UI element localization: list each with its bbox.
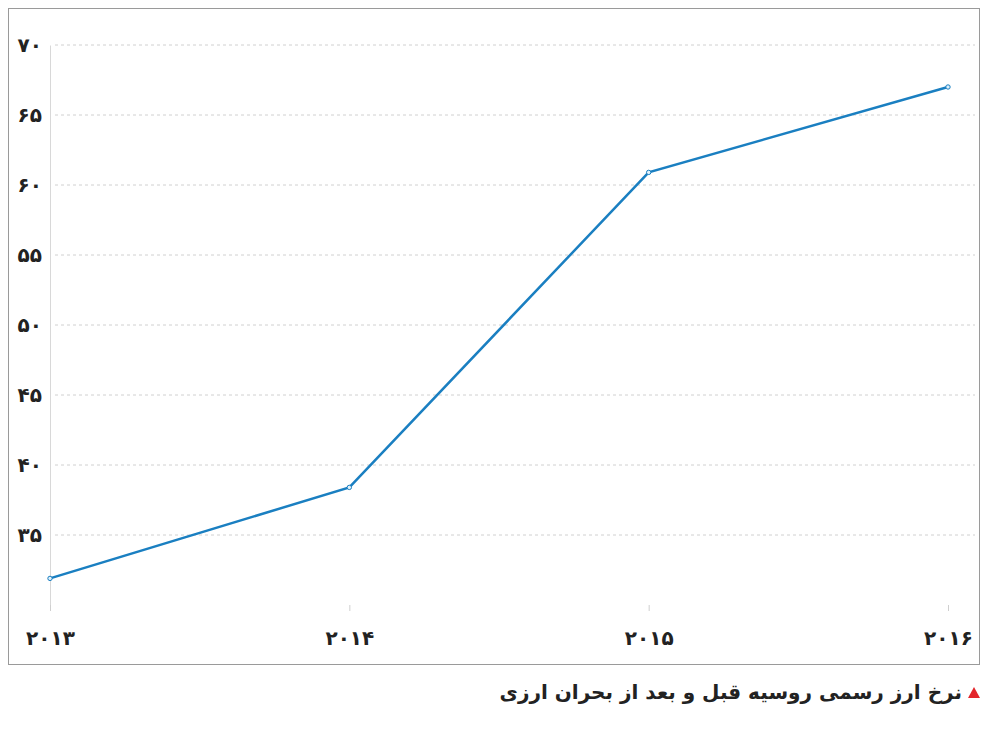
y-tick-label: ۵۰ (18, 313, 42, 337)
y-tick: ۶۵ (18, 103, 50, 127)
x-tick-mark (948, 605, 949, 611)
y-tick: ۶۰ (18, 173, 50, 197)
grid-line (55, 465, 975, 466)
marker (946, 85, 950, 89)
caption-icon (968, 687, 980, 698)
y-tick: ۴۰ (18, 453, 50, 477)
y-tick-label: ۶۰ (18, 173, 42, 197)
x-tick-mark (649, 605, 650, 611)
grid-line (55, 45, 975, 46)
x-tick-mark (349, 605, 350, 611)
x-tick: ۲۰۱۵ (625, 605, 674, 650)
y-axis-line (50, 46, 51, 606)
frame (9, 9, 980, 665)
grid-line (55, 325, 975, 326)
x-axis: ۲۰۱۳ ۲۰۱۴ ۲۰۱۵ ۲۰۱۶ (26, 605, 973, 650)
y-tick-label: ۷۰ (18, 33, 42, 57)
x-tick-label: ۲۰۱۴ (325, 626, 374, 650)
line (50, 87, 948, 578)
y-axis: ۳۵ ۴۰ ۴۵ ۵۰ ۵۵ ۶۰ ۶۵ ۷۰ (18, 33, 51, 606)
plot (48, 85, 950, 581)
grid-line (55, 255, 975, 256)
marker (347, 485, 351, 489)
grid-line (55, 395, 975, 396)
chart: ۳۵ ۴۰ ۴۵ ۵۰ ۵۵ ۶۰ ۶۵ ۷۰ ۲۰۱۳ ۲۰۱۴ ۲۰۱۵ ۲۰۱۶ نرخ ارز … (0, 0, 988, 740)
marker (646, 170, 650, 174)
x-axis-line (51, 606, 949, 612)
y-tick: ۷۰ (18, 33, 50, 57)
grid-line (55, 115, 975, 116)
x-tick: ۲۰۱۶ (924, 605, 973, 650)
y-tick: ۳۵ (18, 523, 50, 547)
x-tick-label: ۲۰۱۵ (625, 626, 674, 650)
x-tick-label: ۲۰۱۳ (26, 626, 75, 650)
title: نرخ ارز رسمی روسیه قبل و بعد از بحران ار… (500, 680, 962, 704)
x-tick-mark (50, 605, 51, 611)
y-tick-label: ۵۵ (18, 243, 42, 267)
grid-line (55, 185, 975, 186)
marker (48, 576, 52, 580)
y-tick: ۵۰ (18, 313, 50, 337)
caption: نرخ ارز رسمی روسیه قبل و بعد از بحران ار… (500, 680, 980, 704)
y-tick: ۵۵ (18, 243, 50, 267)
y-tick-label: ۳۵ (18, 523, 42, 547)
y-tick-label: ۴۰ (18, 453, 42, 477)
x-tick: ۲۰۱۳ (26, 605, 75, 650)
y-tick-label: ۴۵ (18, 383, 42, 407)
x-tick-label: ۲۰۱۶ (924, 626, 973, 650)
y-tick: ۴۵ (18, 383, 50, 407)
y-tick-label: ۶۵ (18, 103, 42, 127)
x-tick: ۲۰۱۴ (325, 605, 374, 650)
